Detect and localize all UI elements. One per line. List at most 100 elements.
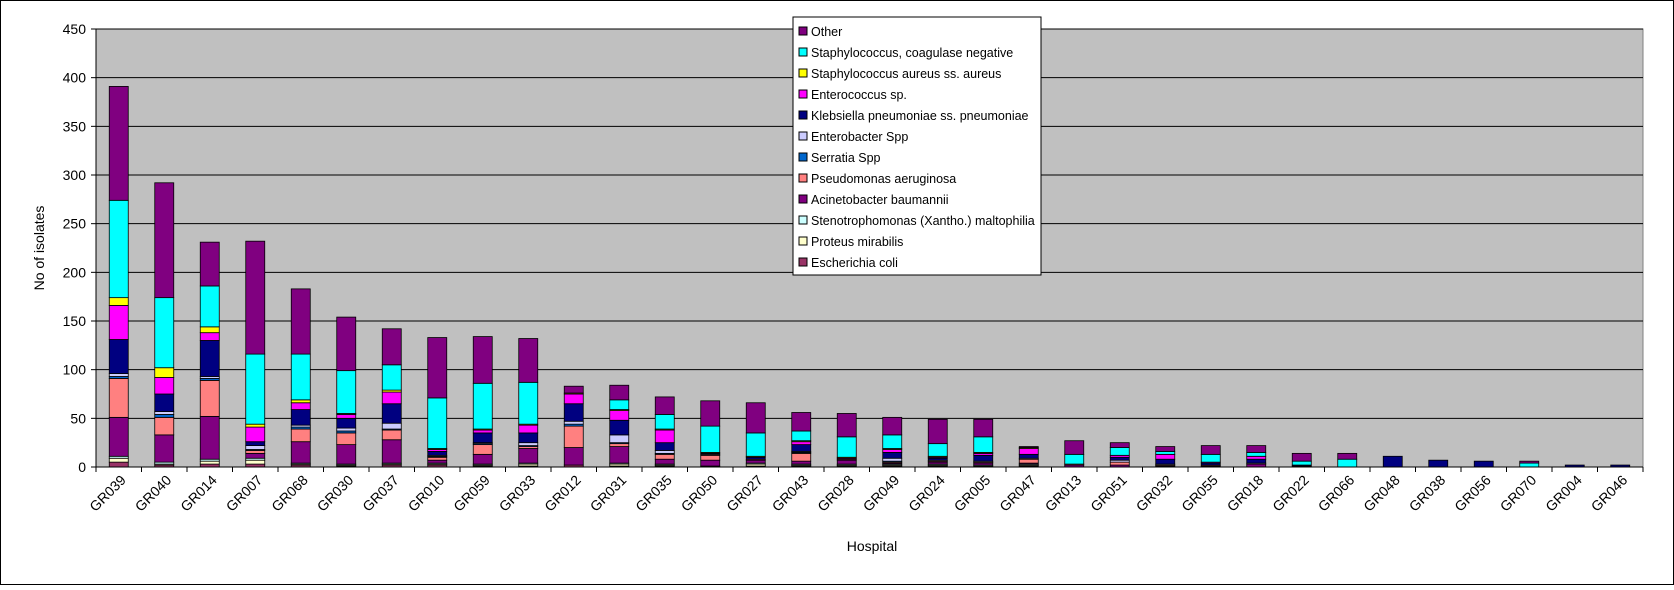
legend-item: Escherichia coli (798, 256, 898, 270)
legend-item: Staphylococcus aureus ss. aureus (798, 67, 1001, 81)
bar-segment (654, 458, 675, 465)
bar-segment (836, 459, 857, 465)
bar-segment (199, 415, 220, 460)
bar-segment (609, 434, 630, 444)
x-axis-title: Hospital (847, 538, 898, 554)
bar-segment (108, 461, 129, 468)
bar-segment (1109, 442, 1130, 448)
y-tick-label: 50 (70, 410, 86, 426)
bar-segment (199, 326, 220, 334)
bar-stack-GR014 (199, 241, 220, 468)
bar-segment (1155, 451, 1176, 455)
legend-swatch (798, 26, 808, 36)
bar-segment (336, 414, 357, 419)
legend-item: Staphylococcus, coagulase negative (798, 46, 1013, 60)
legend-item: Pseudomonas aeruginosa (798, 172, 956, 186)
legend-swatch (798, 47, 808, 57)
bar-segment (154, 393, 175, 412)
legend-swatch (798, 257, 808, 267)
bar-segment (791, 430, 812, 442)
bar-segment (108, 378, 129, 418)
bar-segment (791, 441, 812, 446)
bar-segment (245, 445, 266, 450)
bar-segment (472, 382, 493, 430)
bar-segment (882, 457, 903, 462)
y-tick-label: 200 (63, 264, 87, 280)
bar-segment (108, 339, 129, 374)
bar-segment (927, 443, 948, 457)
bar-segment (290, 353, 311, 401)
legend-swatch (798, 236, 808, 246)
bar-segment (154, 297, 175, 369)
bar-segment (1155, 458, 1176, 465)
bar-stack-GR056 (1473, 460, 1494, 468)
bar-segment (609, 399, 630, 410)
bar-segment (1519, 462, 1540, 468)
bar-segment (1018, 458, 1039, 464)
bar-segment (518, 381, 539, 425)
bar-segment (518, 448, 539, 464)
bar-segment (654, 450, 675, 454)
bar-segment (472, 432, 493, 444)
bar-segment (245, 441, 266, 446)
bar-segment (882, 449, 903, 453)
bar-segment (290, 399, 311, 404)
bar-segment (245, 353, 266, 425)
bar-segment (245, 452, 266, 459)
bar-segment (518, 442, 539, 446)
bar-segment (381, 429, 402, 441)
bar-segment (654, 414, 675, 430)
y-tick-label: 150 (63, 313, 87, 329)
bar-segment (472, 429, 493, 434)
bar-segment (609, 443, 630, 447)
bar-segment (336, 370, 357, 414)
bar-segment (1246, 451, 1267, 457)
bar-segment (791, 412, 812, 432)
bar-segment (381, 328, 402, 366)
legend-swatch (798, 152, 808, 162)
legend-label: Proteus mirabilis (811, 235, 903, 249)
bar-segment (290, 441, 311, 464)
bar-segment (1291, 452, 1312, 462)
bar-segment (336, 427, 357, 432)
bar-segment (745, 402, 766, 434)
bar-segment (154, 414, 175, 418)
legend-label: Escherichia coli (811, 256, 898, 270)
bar-segment (154, 411, 175, 415)
y-tick-label: 0 (78, 459, 86, 475)
legend-swatch (798, 110, 808, 120)
bar-segment (1200, 445, 1221, 455)
bar-segment (336, 417, 357, 429)
bar-segment (1064, 453, 1085, 465)
bar-segment (1246, 455, 1267, 460)
bar-segment (427, 337, 448, 399)
bar-segment (427, 451, 448, 456)
bar-segment (609, 446, 630, 464)
bar-segment (472, 453, 493, 465)
bar-segment (1109, 456, 1130, 461)
bar-segment (381, 422, 402, 430)
bar-segment (745, 432, 766, 457)
bar-segment (563, 385, 584, 394)
legend-label: Pseudomonas aeruginosa (811, 172, 956, 186)
legend-label: Enterobacter Spp (811, 130, 908, 144)
bar-segment (381, 403, 402, 424)
bar-segment (1018, 448, 1039, 455)
bar-segment (427, 459, 448, 464)
bar-segment (108, 86, 129, 201)
bar-segment (108, 297, 129, 306)
bar-segment (1519, 460, 1540, 464)
bar-stack-GR030 (336, 316, 357, 468)
bar-stack-GR048 (1382, 455, 1403, 468)
bar-segment (108, 305, 129, 340)
bar-segment (927, 418, 948, 445)
bar-segment (654, 429, 675, 444)
bar-segment (154, 182, 175, 299)
bar-segment (882, 434, 903, 449)
legend-item: Other (798, 25, 842, 39)
bar-segment (290, 428, 311, 443)
bar-segment (654, 396, 675, 415)
bar-segment (1246, 458, 1267, 464)
bar-stack-GR032 (1155, 446, 1176, 468)
